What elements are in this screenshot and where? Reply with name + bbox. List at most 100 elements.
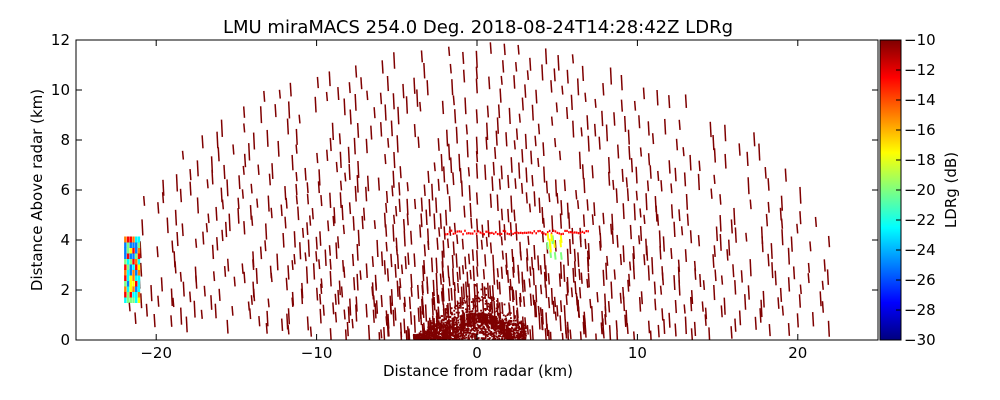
- clutter-return: [493, 336, 495, 339]
- far-column-return: [124, 258, 127, 265]
- clutter-return: [438, 327, 441, 330]
- clutter-return: [482, 318, 485, 321]
- clutter-return: [506, 323, 509, 325]
- background-return: [318, 259, 321, 270]
- clutter-return: [485, 300, 487, 303]
- clutter-return: [434, 325, 437, 328]
- background-return: [616, 332, 619, 340]
- clutter-return: [453, 336, 456, 339]
- clutter-return: [451, 334, 453, 337]
- clutter-return: [437, 326, 440, 329]
- background-return: [406, 213, 409, 226]
- background-return: [486, 282, 490, 299]
- clutter-return: [502, 335, 505, 338]
- background-return: [530, 150, 533, 165]
- clutter-return: [497, 312, 500, 315]
- clutter-return: [465, 311, 468, 314]
- background-return: [528, 278, 531, 288]
- background-return: [456, 283, 460, 294]
- clutter-return: [492, 299, 495, 302]
- background-return: [496, 268, 499, 278]
- background-return: [499, 88, 502, 103]
- background-return: [200, 309, 203, 319]
- background-return: [306, 316, 310, 331]
- background-return: [607, 157, 611, 174]
- clutter-return: [468, 319, 470, 322]
- clutter-return: [497, 322, 500, 325]
- clutter-return: [492, 297, 495, 299]
- clutter-return: [501, 327, 504, 330]
- background-return: [525, 257, 529, 272]
- clutter-return: [492, 318, 495, 321]
- clutter-return: [433, 337, 436, 340]
- background-return: [393, 52, 396, 69]
- background-return: [719, 233, 722, 251]
- background-return: [319, 308, 322, 324]
- clutter-return: [461, 326, 464, 329]
- background-return: [485, 136, 488, 150]
- clutter-return: [503, 338, 506, 340]
- clutter-return: [458, 306, 461, 309]
- background-return: [355, 296, 358, 312]
- background-return: [811, 312, 815, 327]
- background-return: [448, 196, 451, 212]
- clutter-return: [521, 334, 524, 336]
- background-return: [405, 330, 408, 340]
- clutter-return: [442, 336, 444, 339]
- background-return: [492, 254, 495, 272]
- clutter-return: [475, 321, 478, 324]
- background-return: [435, 272, 438, 291]
- background-return: [505, 252, 508, 268]
- background-return: [385, 241, 388, 252]
- background-return: [291, 154, 294, 171]
- background-return: [668, 160, 671, 174]
- clutter-return: [512, 322, 515, 325]
- clutter-return: [443, 318, 446, 321]
- clutter-return: [477, 325, 480, 327]
- background-return: [498, 302, 502, 320]
- clutter-return: [454, 331, 457, 334]
- clutter-return: [474, 312, 476, 315]
- clutter-return: [458, 338, 461, 340]
- clutter-return: [477, 316, 479, 319]
- background-return: [625, 177, 628, 188]
- background-return: [767, 253, 770, 267]
- background-return: [250, 183, 253, 194]
- clutter-return: [466, 315, 469, 318]
- clutter-return: [518, 326, 520, 329]
- clutter-return: [485, 334, 488, 336]
- background-return: [658, 230, 662, 248]
- background-return: [693, 260, 697, 272]
- clutter-return: [441, 318, 444, 321]
- background-return: [632, 246, 636, 259]
- clutter-return: [422, 335, 425, 338]
- clutter-return: [505, 330, 508, 333]
- background-return: [255, 268, 258, 284]
- clutter-return: [518, 333, 520, 336]
- background-return: [550, 80, 553, 93]
- background-return: [161, 192, 165, 204]
- clutter-return: [508, 319, 511, 322]
- background-return: [537, 255, 540, 271]
- clutter-return: [479, 299, 482, 302]
- clutter-return: [431, 332, 433, 335]
- background-return: [436, 312, 439, 325]
- background-return: [533, 299, 537, 318]
- far-column-return: [126, 275, 130, 281]
- background-return: [447, 46, 451, 56]
- clutter-return: [462, 333, 465, 335]
- depolarized-return: [546, 232, 550, 241]
- background-return: [475, 109, 479, 124]
- background-return: [431, 183, 434, 201]
- background-return: [483, 286, 487, 300]
- background-return: [179, 188, 183, 203]
- background-return: [390, 120, 393, 137]
- x-tick-label: 0: [472, 344, 482, 362]
- background-return: [524, 317, 527, 328]
- background-return: [189, 168, 192, 181]
- clutter-return: [454, 321, 457, 324]
- clutter-return: [447, 327, 450, 329]
- background-return: [500, 165, 503, 180]
- far-column-return: [124, 247, 127, 254]
- clutter-return: [475, 284, 478, 287]
